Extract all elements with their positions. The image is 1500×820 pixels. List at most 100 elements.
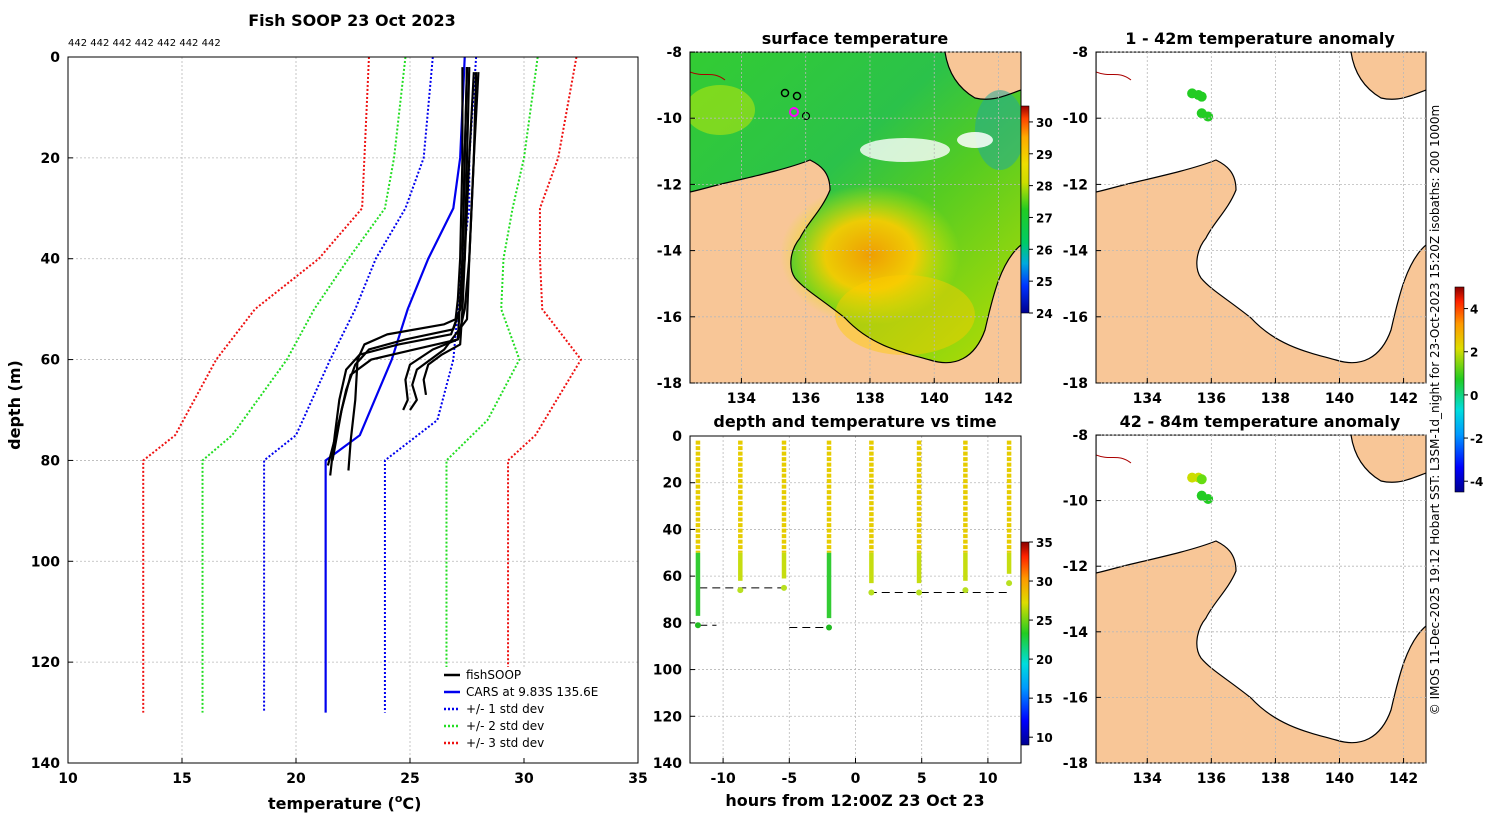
sst-cloud-gap-2 — [957, 132, 993, 148]
legend-label-std2: +/- 2 std dev — [466, 719, 544, 733]
profile-x-tick-label: 15 — [172, 771, 191, 787]
time-series-y-tick-label: 0 — [672, 429, 682, 445]
profile-id-labels: 442 442 442 442 442 442 442 — [68, 38, 221, 49]
sst-map-lon-label: 136 — [791, 391, 820, 407]
anomaly-colorbar-tick-label: 4 — [1470, 303, 1478, 317]
sst-colorbar — [1020, 105, 1030, 314]
time-series-y-tick-label: 40 — [663, 522, 683, 538]
sst-warm-south — [835, 275, 975, 355]
cars-climatology-line — [324, 56, 466, 713]
anomaly-lower-lon-label: 136 — [1197, 771, 1226, 787]
anomaly-lower-panel: 42 - 84m temperature anomaly 134 136 138 14… — [1063, 286, 1483, 787]
profile-x-tick-label: 20 — [286, 771, 306, 787]
sst-map-lat-label: -14 — [657, 244, 683, 260]
sst-cast-marker — [792, 91, 802, 101]
profile-y-tick-label: 120 — [31, 655, 60, 671]
anomaly-upper-body — [1096, 52, 1426, 383]
sst-map-lon-label: 138 — [855, 391, 884, 407]
anomaly-upper-lon-label: 134 — [1133, 391, 1162, 407]
time-series-colorbar-tick-label: 10 — [1036, 731, 1053, 745]
time-series-y-tick-label: 140 — [653, 756, 682, 772]
sst-colorbar-tick-label: 29 — [1036, 148, 1053, 162]
anomaly-lower-point — [1196, 474, 1207, 485]
cast-bottom-point — [826, 624, 833, 631]
anomaly-upper-isobath — [1096, 71, 1132, 81]
cast-bottom-point — [868, 589, 875, 596]
time-series-bottom-depth — [699, 587, 1012, 629]
sst-cast-marker — [780, 88, 790, 98]
legend-label-std1: +/- 1 std dev — [466, 702, 544, 716]
profile-y-tick-label: 140 — [31, 756, 60, 772]
fishsoop-profile-line — [347, 67, 464, 471]
time-series-y-tick-label: 20 — [663, 476, 683, 492]
sst-colorbar-tick-label: 30 — [1036, 116, 1053, 130]
legend-label-fishsoop: fishSOOP — [466, 668, 521, 682]
fishsoop-profile-line — [326, 67, 469, 466]
fishsoop-profile-line — [409, 72, 480, 411]
profile-y-tick-label: 40 — [41, 252, 61, 268]
anomaly-upper-lon-label: 140 — [1325, 391, 1354, 407]
imos-credit-note: © IMOS 11-Dec-2025 19:12 Hobart SST: L3S… — [1428, 105, 1442, 716]
time-series-x-tick-label: -10 — [710, 771, 736, 787]
sst-coast-south — [690, 159, 1021, 364]
sst-warm-west — [690, 85, 755, 135]
sst-colorbar-tick-label: 26 — [1036, 243, 1053, 257]
time-series-casts — [694, 440, 1013, 631]
sst-map-panel: surface temperature 134 136 138 140 142 -8 -10… — [657, 29, 1053, 407]
sst-map-title: surface temperature — [762, 29, 949, 48]
sst-colorbar-tick-label: 25 — [1036, 275, 1053, 289]
cast-bottom-point — [694, 622, 701, 629]
anomaly-lower-title: 42 - 84m temperature anomaly — [1120, 412, 1401, 431]
anomaly-lower-lat-label: -14 — [1063, 625, 1089, 641]
profile-x-tick-label: 25 — [400, 771, 419, 787]
profile-x-tick-label: 35 — [628, 771, 647, 787]
time-series-colorbar-ticks: 10 15 20 25 30 35 — [1029, 536, 1053, 745]
sst-colorbar-tick-label: 24 — [1036, 307, 1053, 321]
sst-isobath — [690, 71, 726, 81]
time-series-colorbar-tick-label: 30 — [1036, 575, 1053, 589]
sst-current-position-marker — [789, 107, 799, 117]
profile-y-tick-label: 80 — [41, 453, 61, 469]
std3-lower-line — [142, 56, 370, 713]
anomaly-lower-lat-label: -10 — [1063, 494, 1089, 510]
profile-std-lines — [142, 56, 583, 713]
anomaly-colorbar-ticks: -4 -2 0 2 4 — [1464, 303, 1483, 489]
legend-label-std3: +/- 3 std dev — [466, 736, 544, 750]
anomaly-colorbar-tick-label: 0 — [1470, 389, 1478, 403]
anomaly-upper-grid — [1096, 51, 1426, 384]
anomaly-lower-points — [1187, 472, 1214, 504]
sst-map-lon-label: 142 — [984, 391, 1013, 407]
profile-y-ticks: 0 20 40 60 80 100 120 140 — [31, 50, 73, 772]
sst-warm-area — [780, 185, 960, 325]
anomaly-lower-lon-label: 140 — [1325, 771, 1354, 787]
anomaly-lower-body — [1096, 435, 1426, 763]
anomaly-upper-lon-label: 142 — [1389, 391, 1418, 407]
anomaly-lower-lat-label: -8 — [1072, 428, 1088, 444]
sst-map-lat-label: -16 — [657, 310, 682, 326]
profile-y-tick-label: 60 — [41, 353, 61, 369]
time-series-panel: depth and temperature vs time -10 -5 0 5 100… — [653, 412, 1053, 810]
time-series-x-tick-label: 5 — [917, 771, 927, 787]
anomaly-lower-lat-label: -18 — [1063, 756, 1088, 772]
time-series-x-tick-label: -5 — [782, 771, 798, 787]
profile-x-ticks: 10 15 20 25 30 35 — [58, 758, 648, 787]
sst-map-lat-label: -10 — [657, 111, 683, 127]
anomaly-lower-isobath — [1096, 454, 1132, 464]
anomaly-colorbar-tick-label: 2 — [1470, 346, 1478, 360]
sst-cool-east — [975, 90, 1021, 170]
anomaly-colorbar-tick-label: -4 — [1470, 475, 1483, 489]
anomaly-upper-points — [1187, 88, 1214, 122]
cast-bottom-point — [737, 587, 744, 594]
sst-map-lat-label: -8 — [666, 45, 682, 61]
sst-map-lat-label: -12 — [657, 177, 682, 193]
anomaly-upper-lat-label: -14 — [1063, 244, 1089, 260]
anomaly-lower-ticks: 134 136 138 140 142 -8 -10 -12 -14 -16 -18 — [1063, 428, 1418, 787]
time-series-colorbar — [1020, 541, 1030, 746]
anomaly-upper-lat-label: -8 — [1072, 45, 1088, 61]
sst-colorbar-tick-label: 27 — [1036, 211, 1053, 225]
profile-legend: fishSOOP CARS at 9.83S 135.6E +/- 1 std … — [440, 667, 632, 758]
sst-map-ticks: 134 136 138 140 142 -8 -10 -12 -14 -16 -18 — [657, 45, 1013, 407]
time-series-colorbar-tick-label: 35 — [1036, 536, 1053, 550]
